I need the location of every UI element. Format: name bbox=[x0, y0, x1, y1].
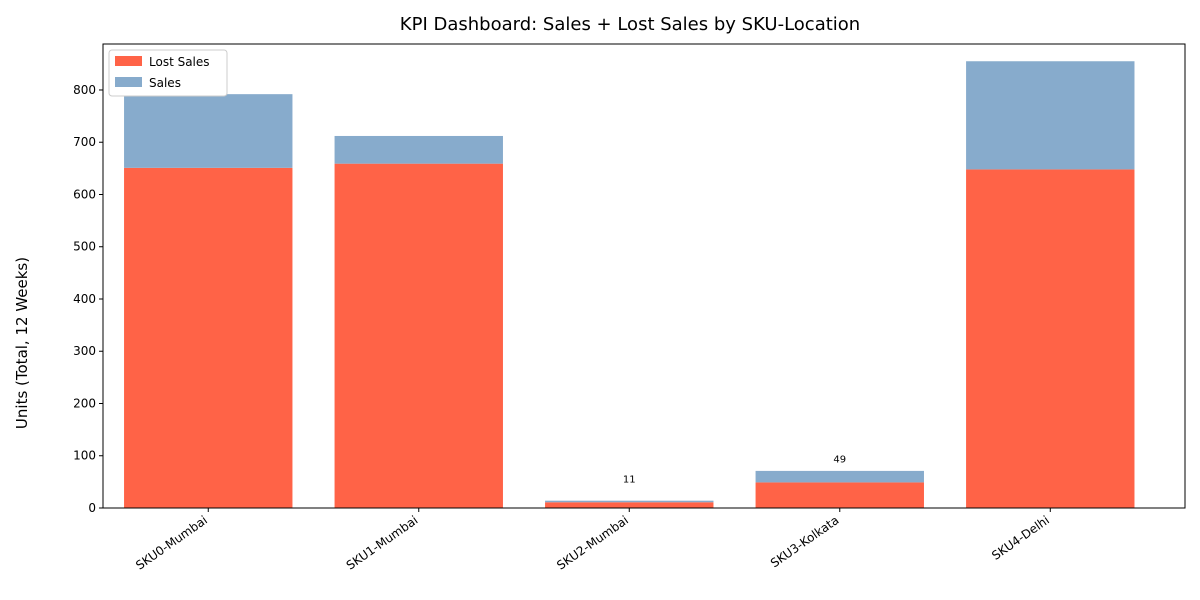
y-tick-label: 500 bbox=[73, 240, 96, 254]
x-tick-label: SKU3-Kolkata bbox=[768, 513, 842, 570]
y-tick-label: 400 bbox=[73, 292, 96, 306]
y-tick-label: 200 bbox=[73, 396, 96, 410]
y-tick-label: 800 bbox=[73, 83, 96, 97]
bar-segment bbox=[124, 94, 293, 168]
bar-segment bbox=[545, 502, 714, 508]
y-tick-label: 0 bbox=[88, 501, 96, 515]
bar-segment bbox=[334, 135, 503, 164]
bar-segment bbox=[124, 167, 293, 509]
x-tick-label: SKU2-Mumbai bbox=[554, 513, 631, 573]
bar-segment bbox=[966, 61, 1135, 170]
data-label: 49 bbox=[833, 454, 846, 465]
bar-segment bbox=[545, 500, 714, 503]
y-tick-label: 300 bbox=[73, 344, 96, 358]
legend-label: Sales bbox=[149, 76, 181, 90]
x-tick-label: SKU1-Mumbai bbox=[344, 513, 421, 573]
plot-frame bbox=[102, 43, 1186, 509]
x-tick-label: SKU0-Mumbai bbox=[133, 513, 210, 573]
bar-segment bbox=[966, 169, 1135, 509]
y-tick-label: 600 bbox=[73, 187, 96, 201]
legend-swatch bbox=[115, 77, 142, 87]
y-tick-label: 100 bbox=[73, 449, 96, 463]
data-label: 11 bbox=[623, 474, 636, 485]
bar-segment bbox=[755, 482, 924, 508]
bar-segment bbox=[334, 163, 503, 508]
x-tick-label: SKU4-Delhi bbox=[989, 513, 1052, 563]
y-tick-label: 700 bbox=[73, 135, 96, 149]
chart-title: KPI Dashboard: Sales + Lost Sales by SKU… bbox=[400, 14, 860, 35]
legend-label: Lost Sales bbox=[149, 55, 210, 69]
bar-segment bbox=[755, 470, 924, 483]
legend: Lost Sales Sales bbox=[108, 49, 228, 97]
y-axis-label: Units (Total, 12 Weeks) bbox=[13, 257, 31, 429]
legend-swatch bbox=[115, 56, 142, 66]
